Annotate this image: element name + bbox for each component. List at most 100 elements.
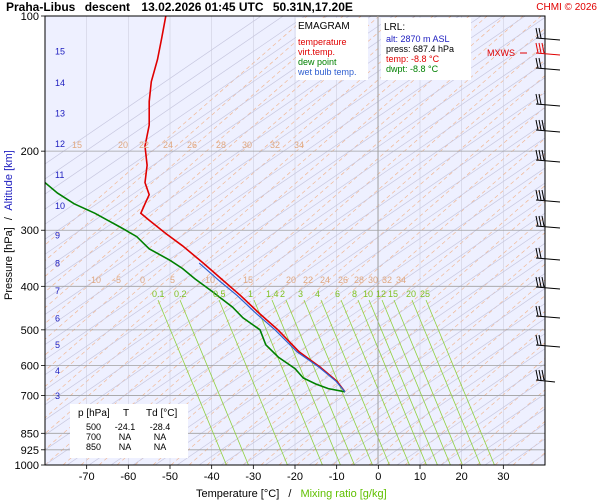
- series-layer: [45, 16, 346, 393]
- moist-adiabat-line: [45, 16, 306, 195]
- dry-adiabat-line: [206, 169, 545, 465]
- moist-adiabat-line: [45, 16, 262, 165]
- wind-barb-flag: [538, 189, 542, 201]
- moist-adiabat-line: [45, 17, 545, 361]
- mixing-ratio-label: 25: [420, 289, 430, 299]
- moist-adiabat-line: [45, 92, 545, 436]
- moist-adiabat-line: [220, 242, 545, 465]
- dry-adiabat-label: 15: [243, 275, 253, 285]
- table-cell-pressure: 850: [86, 442, 101, 452]
- mixing-ratio-line: [411, 299, 481, 465]
- moist-adiabat-line: [110, 167, 545, 465]
- moist-adiabat-line: [132, 182, 545, 465]
- moist-adiabat-line: [45, 16, 350, 225]
- wind-barb-flag: [541, 276, 545, 288]
- lrl-box: [381, 18, 471, 80]
- x-axis-mix-label: Mixing ratio [g/kg]: [300, 488, 386, 500]
- lrl-dwpt: dwpt: -8.8 °C: [386, 64, 439, 74]
- moist-adiabat-line: [396, 363, 545, 465]
- dry-adiabat-label: 15: [72, 140, 82, 150]
- mixing-ratio-label: 12: [376, 289, 386, 299]
- dry-adiabat-line: [224, 185, 545, 465]
- table-cell-temp: NA: [119, 432, 132, 442]
- dry-adiabat-label: 20: [118, 140, 128, 150]
- dry-adiabat-line: [80, 59, 545, 465]
- moist-adiabat-line: [45, 107, 545, 451]
- table-cell-dewpoint: NA: [154, 432, 167, 442]
- altitude-tick-label: 3: [55, 391, 60, 401]
- dry-adiabat-label: 30: [368, 275, 378, 285]
- wind-barb-shaft: [535, 52, 561, 56]
- wind-barb-flag: [538, 369, 542, 381]
- y-axis-tick-label: 850: [21, 428, 39, 440]
- table-cell-pressure: 500: [86, 422, 101, 432]
- x-axis-tick-label: -60: [120, 471, 136, 483]
- mxws-label: MXWS: [487, 48, 515, 58]
- dry-adiabat-label: 28: [354, 275, 364, 285]
- dry-adiabat-line: [45, 27, 545, 465]
- mixing-ratio-label: 20: [406, 289, 416, 299]
- svg-text:Praha-Libus descent 13: Praha-Libus descent 13.02.2026 01:45 UTC…: [6, 0, 353, 14]
- legend-box: [296, 18, 368, 80]
- y-axis-title: Pressure [hPa] / Altitude [km]: [3, 150, 15, 300]
- wind-barb-shaft: [535, 129, 561, 133]
- wind-barb-flag: [541, 189, 545, 201]
- wind-barb-flag: [535, 57, 539, 69]
- data-table: [70, 404, 188, 458]
- x-axis-separator: /: [288, 488, 292, 500]
- wind-barb-flag: [535, 276, 539, 288]
- mixing-ratio-line: [253, 299, 323, 465]
- dry-adiabat-line: [98, 75, 545, 465]
- dry-adiabat-label: 10: [205, 275, 215, 285]
- dry-adiabat-line: [45, 16, 542, 450]
- y-axis-tick-label: 700: [21, 390, 39, 402]
- dry-adiabat-label: 20: [286, 275, 296, 285]
- dry-adiabat-label: -10: [88, 275, 101, 285]
- dry-adiabat-label: 26: [187, 140, 197, 150]
- x-axis-tick-label: -20: [287, 471, 303, 483]
- lrl-press: press: 687.4 hPa: [386, 44, 454, 54]
- lrl-alt: alt: 2870 m ASL: [386, 34, 450, 44]
- mixing-ratio-label: 0.5: [213, 289, 226, 299]
- moist-adiabat-line: [66, 137, 545, 465]
- legend-virt-temp: virt.temp.: [298, 47, 335, 57]
- wind-barb-flag: [535, 27, 539, 39]
- wind-barb-flag: [538, 215, 542, 227]
- wind-barb-flag: [538, 119, 542, 131]
- altitude-tick-label: 15: [55, 47, 65, 57]
- mixing-ratio-label: 15: [388, 289, 398, 299]
- mixing-ratio-label: 8: [352, 289, 357, 299]
- legend-wet-bulb: wet bulb temp.: [297, 67, 357, 77]
- x-axis-tick-label: 0: [375, 471, 381, 483]
- altitude-tick-label: 7: [55, 286, 60, 296]
- altitude-tick-label: 10: [55, 201, 65, 211]
- mixing-ratio-line: [157, 299, 227, 465]
- moist-adiabat-line: [45, 32, 545, 376]
- mixing-ratio-label: 2: [280, 289, 285, 299]
- wind-barb-flag: [538, 27, 542, 39]
- dry-adiabat-label: 34: [294, 140, 304, 150]
- dry-adiabat-line: [170, 137, 545, 465]
- moist-adiabat-line: [198, 227, 545, 465]
- wind-barb-shaft: [535, 315, 561, 319]
- wind-barb-shaft: [535, 344, 561, 348]
- x-axis-tick-label: -30: [245, 471, 261, 483]
- wind-barb-shaft: [535, 286, 561, 290]
- mixing-ratio-line: [425, 299, 495, 465]
- mixing-ratio-line: [393, 299, 463, 465]
- table-cell-pressure: 700: [86, 432, 101, 442]
- station-name: Praha-Libus: [6, 0, 76, 14]
- altitude-tick-label: 12: [55, 139, 65, 149]
- mixing-ratio-line: [368, 299, 438, 465]
- y-axis-tick-label: 100: [21, 11, 39, 23]
- dry-adiabat-label: 0: [140, 275, 145, 285]
- dry-adiabat-line: [45, 16, 326, 262]
- dry-adiabat-line: [242, 200, 545, 465]
- wind-barb-flag: [535, 119, 539, 131]
- altitude-tick-label: 6: [55, 314, 60, 324]
- table-cell-dewpoint: -28.4: [150, 422, 171, 432]
- moist-adiabat-line: [308, 303, 545, 465]
